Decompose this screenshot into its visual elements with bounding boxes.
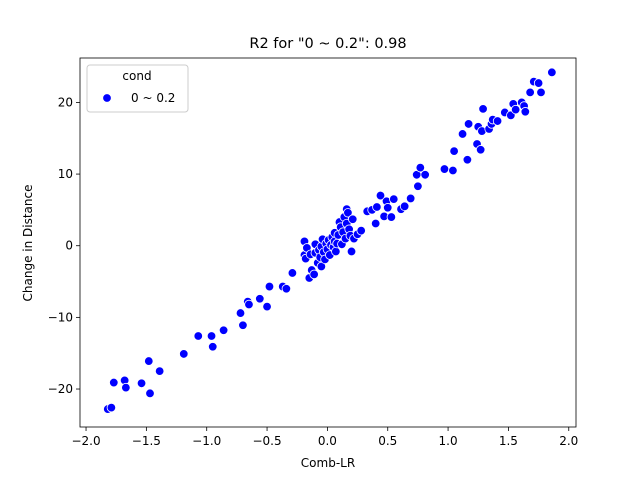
data-point — [121, 382, 131, 393]
data-point — [262, 301, 272, 312]
data-point — [287, 268, 298, 278]
chart-title: R2 for "0 ~ 0.2": 0.98 — [249, 36, 406, 52]
y-tick-label: −20 — [48, 382, 73, 396]
data-point — [356, 225, 366, 236]
data-point — [109, 377, 119, 388]
data-point — [449, 146, 459, 156]
y-tick-label: 10 — [58, 167, 73, 181]
legend-marker — [102, 93, 112, 103]
data-point — [386, 212, 397, 222]
axes-frame — [79, 57, 577, 428]
data-point — [457, 129, 468, 139]
data-point — [383, 203, 393, 213]
data-point — [492, 116, 503, 126]
legend-entry: 0 ~ 0.2 — [131, 91, 175, 105]
x-axis-ticks: −2.0 −1.5 −1.0 −0.5 0.0 0.5 1.0 1.5 2.0 — [71, 427, 578, 448]
y-axis-ticks: −20 −10 0 10 20 — [48, 95, 80, 396]
data-point — [255, 294, 265, 304]
data-point — [525, 87, 535, 98]
data-point — [144, 356, 154, 366]
data-point — [145, 388, 155, 399]
data-point — [415, 162, 426, 173]
data-point — [475, 145, 486, 155]
data-point — [478, 104, 488, 114]
data-point — [520, 107, 531, 117]
y-tick-label: 20 — [58, 95, 73, 109]
legend-frame — [86, 64, 189, 113]
data-point — [346, 246, 357, 257]
data-point — [420, 170, 430, 180]
legend: cond 0 ~ 0.2 — [86, 64, 189, 113]
data-point — [348, 214, 358, 224]
data-point — [264, 281, 275, 292]
y-tick-label: −10 — [48, 310, 73, 324]
data-point — [405, 193, 416, 204]
data-point — [370, 218, 381, 229]
data-point — [235, 308, 246, 318]
data-point — [244, 299, 254, 310]
x-tick-label: −0.5 — [252, 434, 281, 448]
x-axis-label: Comb-LR — [301, 456, 355, 470]
x-tick-label: 0.0 — [318, 434, 337, 448]
data-point — [399, 201, 410, 212]
data-point — [462, 155, 473, 165]
x-tick-label: 0.5 — [378, 434, 397, 448]
data-point — [218, 325, 229, 335]
data-point — [206, 331, 217, 341]
data-point — [106, 402, 117, 413]
legend-title: cond — [122, 69, 151, 83]
data-point — [448, 165, 458, 176]
x-tick-label: −1.5 — [132, 434, 161, 448]
y-tick-label: 0 — [65, 239, 73, 253]
x-tick-label: −2.0 — [71, 434, 100, 448]
data-point — [533, 78, 544, 88]
data-point — [439, 164, 450, 174]
data-point — [179, 349, 189, 359]
data-point — [331, 246, 341, 257]
data-point — [547, 67, 557, 78]
x-tick-label: 1.0 — [439, 434, 458, 448]
data-point — [372, 202, 382, 212]
data-point — [389, 194, 399, 204]
data-point — [536, 87, 546, 98]
data-point — [136, 378, 147, 388]
data-points — [103, 67, 557, 414]
data-point — [154, 366, 165, 376]
data-point — [463, 119, 474, 129]
y-axis-label: Change in Distance — [21, 185, 35, 302]
data-point — [343, 208, 353, 218]
data-point — [510, 104, 521, 115]
x-tick-label: 1.5 — [499, 434, 518, 448]
data-point — [309, 269, 319, 280]
x-tick-label: −1.0 — [192, 434, 221, 448]
data-point — [413, 181, 423, 191]
data-point — [238, 320, 248, 330]
data-point — [208, 342, 218, 352]
data-point — [193, 331, 203, 341]
data-point — [375, 190, 386, 201]
data-point — [281, 284, 292, 294]
x-tick-label: 2.0 — [559, 434, 578, 448]
